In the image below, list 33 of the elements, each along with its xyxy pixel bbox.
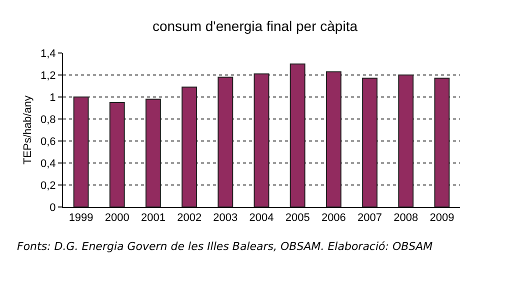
bar bbox=[398, 74, 414, 207]
bar bbox=[254, 73, 270, 207]
x-tick-label: 2003 bbox=[213, 212, 238, 224]
bar bbox=[182, 86, 198, 207]
x-tick-label: 2006 bbox=[321, 212, 346, 224]
x-tick-label: 2000 bbox=[104, 212, 130, 224]
bar bbox=[146, 98, 161, 207]
bar bbox=[218, 76, 234, 207]
y-tick-label: 1 bbox=[50, 92, 56, 104]
y-tick-label: 0,6 bbox=[40, 136, 56, 148]
bar bbox=[290, 64, 306, 207]
x-tick-label: 2007 bbox=[358, 212, 382, 224]
x-tick-label: 1999 bbox=[68, 212, 94, 224]
y-tick-label: 0,4 bbox=[40, 158, 56, 170]
y-tick-label: 0 bbox=[50, 202, 56, 214]
x-tick-label: 2009 bbox=[430, 212, 454, 224]
bar bbox=[109, 102, 125, 207]
bar bbox=[73, 96, 89, 207]
x-tick-label: 2002 bbox=[177, 212, 202, 224]
y-axis-title: TEPs/hab/any bbox=[22, 94, 34, 165]
y-tick-label: 1,2 bbox=[40, 70, 56, 82]
text: Fonts: D.G. Energia Govern de les Illes Balears, OBSAM. Elaboració: OBSAM bbox=[17, 240, 434, 253]
chart-title: consum d'energia final per càpita bbox=[152, 18, 358, 34]
x-tick-label: 2004 bbox=[249, 212, 274, 224]
bar bbox=[326, 71, 342, 207]
x-tick-label: 2008 bbox=[394, 212, 418, 224]
x-tick-label: 2005 bbox=[285, 212, 310, 224]
bar bbox=[434, 78, 450, 207]
bar bbox=[362, 78, 378, 207]
y-tick-label: 0,8 bbox=[40, 114, 56, 126]
x-tick-label: 2001 bbox=[140, 212, 166, 224]
y-tick-label: 1,4 bbox=[40, 48, 56, 60]
y-tick-label: 0,2 bbox=[40, 180, 56, 192]
